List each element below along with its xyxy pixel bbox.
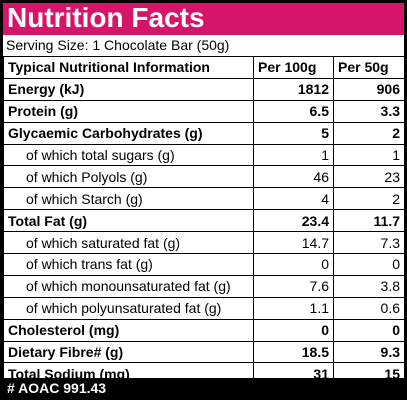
- footnote-text: # AOAC 991.43: [7, 380, 107, 396]
- column-header-per-50g: Per 50g: [333, 56, 405, 79]
- row-per-100g: 23.4: [253, 209, 334, 233]
- row-per-50g: 906: [333, 77, 405, 101]
- row-per-100g: 7.6: [253, 274, 334, 298]
- row-label: of which Starch (g): [3, 187, 254, 211]
- row-label: of which total sugars (g): [3, 143, 254, 167]
- row-label: Total Fat (g): [3, 209, 254, 233]
- row-per-50g: 23: [333, 165, 405, 189]
- row-label: Glycaemic Carbohydrates (g): [3, 121, 254, 145]
- row-per-100g: 0: [253, 253, 334, 276]
- row-per-100g: 18.5: [253, 340, 334, 364]
- row-label: of which trans fat (g): [3, 253, 254, 276]
- panel-title: Nutrition Facts: [7, 2, 205, 33]
- row-per-100g: 6.5: [253, 99, 334, 123]
- row-per-100g: 46: [253, 165, 334, 189]
- row-per-100g: 1: [253, 143, 334, 167]
- title-bar: Nutrition Facts: [3, 2, 404, 35]
- row-per-100g: 14.7: [253, 231, 334, 255]
- row-label: of which Polyols (g): [3, 165, 254, 189]
- row-per-50g: 0.6: [333, 296, 405, 320]
- table-row-starch: of which Starch (g) 4 2: [3, 187, 405, 211]
- table-row-total-sugars: of which total sugars (g) 1 1: [3, 143, 405, 167]
- row-per-50g: 11.7: [333, 209, 405, 233]
- row-per-50g: 2: [333, 121, 405, 145]
- footnote-bar: # AOAC 991.43: [3, 378, 404, 398]
- table-row-monounsaturated-fat: of which monounsaturated fat (g) 7.6 3.8: [3, 274, 405, 298]
- table-row-total-fat: Total Fat (g) 23.4 11.7: [3, 209, 405, 233]
- row-per-50g: 7.3: [333, 231, 405, 255]
- table-header-row: Typical Nutritional Information Per 100g…: [3, 56, 405, 79]
- row-label: of which polyunsaturated fat (g): [3, 296, 254, 320]
- serving-size-text: Serving Size: 1 Chocolate Bar (50g): [6, 37, 230, 53]
- table-row-protein: Protein (g) 6.5 3.3: [3, 99, 405, 123]
- row-label: Protein (g): [3, 99, 254, 123]
- table-row-polyunsaturated-fat: of which polyunsaturated fat (g) 1.1 0.6: [3, 296, 405, 320]
- row-label: of which saturated fat (g): [3, 231, 254, 255]
- row-per-50g: 2: [333, 187, 405, 211]
- table-row-saturated-fat: of which saturated fat (g) 14.7 7.3: [3, 231, 405, 255]
- row-label: Cholesterol (mg): [3, 318, 254, 342]
- row-label: Energy (kJ): [3, 77, 254, 101]
- table-row-cholesterol: Cholesterol (mg) 0 0: [3, 318, 405, 342]
- row-per-50g: 1: [333, 143, 405, 167]
- table-row-energy: Energy (kJ) 1812 906: [3, 77, 405, 101]
- row-label: of which monounsaturated fat (g): [3, 274, 254, 298]
- row-per-100g: 5: [253, 121, 334, 145]
- column-header-per-100g: Per 100g: [253, 56, 334, 79]
- row-per-50g: 0: [333, 253, 405, 276]
- table-row-glycaemic-carbohydrates: Glycaemic Carbohydrates (g) 5 2: [3, 121, 405, 145]
- row-per-50g: 0: [333, 318, 405, 342]
- table-row-polyols: of which Polyols (g) 46 23: [3, 165, 405, 189]
- row-per-100g: 4: [253, 187, 334, 211]
- row-per-50g: 9.3: [333, 340, 405, 364]
- column-header-label: Typical Nutritional Information: [3, 56, 254, 79]
- row-per-50g: 3.3: [333, 99, 405, 123]
- nutrition-table: Typical Nutritional Information Per 100g…: [3, 56, 405, 386]
- serving-size-row: Serving Size: 1 Chocolate Bar (50g): [3, 35, 404, 56]
- row-label: Dietary Fibre# (g): [3, 340, 254, 364]
- table-row-dietary-fibre: Dietary Fibre# (g) 18.5 9.3: [3, 340, 405, 364]
- row-per-100g: 0: [253, 318, 334, 342]
- row-per-50g: 3.8: [333, 274, 405, 298]
- table-row-trans-fat: of which trans fat (g) 0 0: [3, 253, 405, 276]
- row-per-100g: 1.1: [253, 296, 334, 320]
- row-per-100g: 1812: [253, 77, 334, 101]
